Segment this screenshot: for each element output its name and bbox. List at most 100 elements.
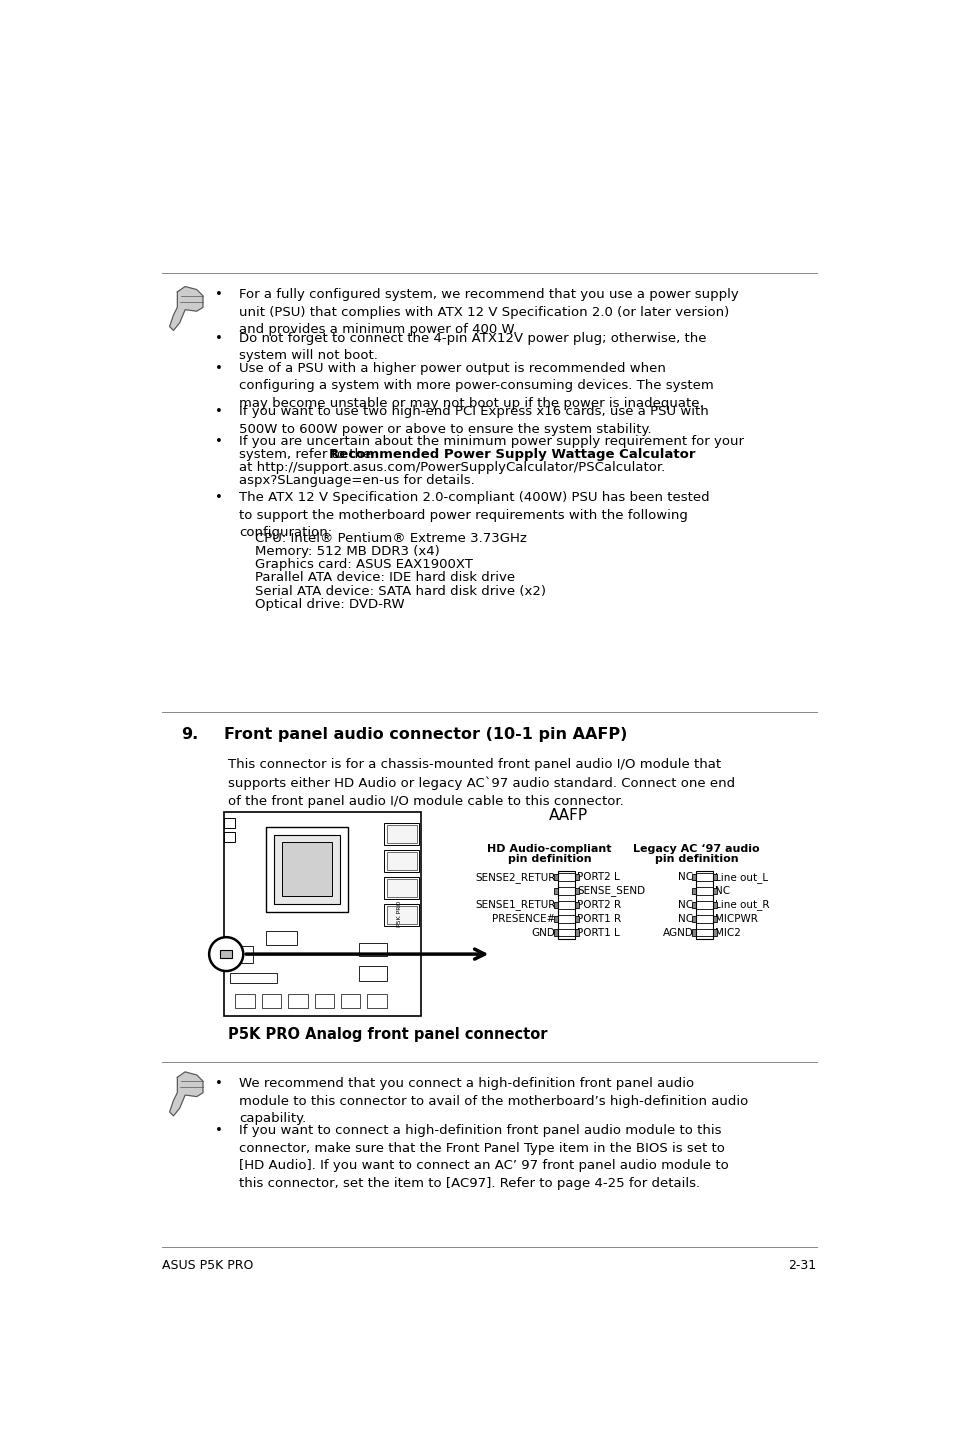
Bar	[575, 887, 578, 894]
Text: •: •	[214, 332, 222, 345]
Text: If you are uncertain about the minimum power supply requirement for your: If you are uncertain about the minimum p…	[239, 436, 743, 449]
Bar	[384, 850, 418, 871]
Bar	[575, 929, 578, 936]
Bar	[691, 929, 695, 936]
Text: P5K PRO: P5K PRO	[396, 900, 402, 926]
Text: SENSE1_RETUR: SENSE1_RETUR	[475, 899, 555, 910]
Text: •: •	[214, 1125, 222, 1137]
Bar	[691, 887, 695, 894]
Text: •: •	[214, 406, 222, 418]
Polygon shape	[170, 1071, 203, 1116]
Text: PORT1 R: PORT1 R	[577, 913, 620, 923]
Text: Parallel ATA device: IDE hard disk drive: Parallel ATA device: IDE hard disk drive	[254, 571, 515, 584]
Text: PORT2 L: PORT2 L	[577, 871, 619, 881]
Text: PORT1 L: PORT1 L	[577, 928, 619, 938]
Bar	[224, 811, 421, 1015]
Bar	[230, 974, 276, 982]
Bar	[359, 966, 386, 981]
Bar	[554, 929, 558, 936]
Text: Graphics card: ASUS EAX1900XT: Graphics card: ASUS EAX1900XT	[254, 558, 473, 571]
Bar	[266, 827, 348, 912]
Text: For a fully configured system, we recommend that you use a power supply
unit (PS: For a fully configured system, we recomm…	[239, 288, 739, 336]
Bar	[384, 905, 418, 926]
Bar	[261, 994, 281, 1008]
Text: 2-31: 2-31	[788, 1260, 816, 1273]
Bar	[691, 916, 695, 922]
Text: P5K PRO Analog front panel connector: P5K PRO Analog front panel connector	[228, 1027, 547, 1043]
Text: •: •	[214, 1077, 222, 1090]
Bar	[691, 902, 695, 907]
Text: Front panel audio connector (10-1 pin AAFP): Front panel audio connector (10-1 pin AA…	[224, 728, 626, 742]
Bar	[575, 874, 578, 880]
Bar	[558, 929, 575, 936]
Bar	[695, 915, 712, 923]
Text: If you want to connect a high-definition front panel audio module to this
connec: If you want to connect a high-definition…	[239, 1125, 728, 1189]
Bar	[554, 902, 558, 907]
Text: at http://support.asus.com/PowerSupplyCalculator/PSCalculator.: at http://support.asus.com/PowerSupplyCa…	[239, 462, 665, 475]
Text: •: •	[214, 288, 222, 301]
Text: PRESENCE#: PRESENCE#	[492, 913, 555, 923]
Text: NC: NC	[715, 886, 730, 896]
Bar	[558, 887, 575, 894]
Text: CPU: Intel® Pentium® Extreme 3.73GHz: CPU: Intel® Pentium® Extreme 3.73GHz	[254, 532, 526, 545]
Bar	[712, 902, 716, 907]
Text: HD Audio-compliant: HD Audio-compliant	[487, 844, 611, 854]
Bar	[712, 887, 716, 894]
Bar	[367, 994, 386, 1008]
Text: Line out_R: Line out_R	[715, 899, 769, 910]
Text: Memory: 512 MB DDR3 (x4): Memory: 512 MB DDR3 (x4)	[254, 545, 439, 558]
Text: system, refer to the: system, refer to the	[239, 449, 375, 462]
Bar	[230, 946, 253, 963]
Text: AAFP: AAFP	[549, 808, 588, 823]
Bar	[712, 916, 716, 922]
Text: This connector is for a chassis-mounted front panel audio I/O module that
suppor: This connector is for a chassis-mounted …	[228, 758, 734, 808]
Text: 9.: 9.	[181, 728, 198, 742]
Bar	[288, 994, 307, 1008]
Text: SENSE2_RETUR: SENSE2_RETUR	[475, 871, 555, 883]
Text: NC: NC	[678, 900, 693, 910]
Text: Optical drive: DVD-RW: Optical drive: DVD-RW	[254, 598, 404, 611]
Bar	[695, 902, 712, 909]
Polygon shape	[170, 286, 203, 331]
Bar	[282, 843, 332, 896]
Bar	[386, 879, 416, 897]
Bar	[274, 835, 340, 905]
Bar	[224, 818, 235, 828]
Bar	[359, 942, 386, 956]
Text: Serial ATA device: SATA hard disk drive (x2): Serial ATA device: SATA hard disk drive …	[254, 584, 545, 598]
Bar	[558, 915, 575, 923]
Text: ASUS P5K PRO: ASUS P5K PRO	[162, 1260, 253, 1273]
Circle shape	[209, 938, 243, 971]
Bar	[554, 887, 558, 894]
Text: Legacy AC ‘97 audio: Legacy AC ‘97 audio	[633, 844, 760, 854]
Text: aspx?SLanguage=en-us for details.: aspx?SLanguage=en-us for details.	[239, 475, 475, 487]
Bar	[220, 951, 233, 958]
Text: Line out_L: Line out_L	[715, 871, 767, 883]
Text: The ATX 12 V Specification 2.0-compliant (400W) PSU has been tested
to support t: The ATX 12 V Specification 2.0-compliant…	[239, 492, 709, 539]
Bar	[314, 994, 334, 1008]
Bar	[554, 916, 558, 922]
Bar	[384, 877, 418, 899]
Text: MICPWR: MICPWR	[715, 913, 758, 923]
Text: pin definition: pin definition	[654, 854, 738, 864]
Text: NC: NC	[678, 871, 693, 881]
Bar	[235, 994, 254, 1008]
Text: Do not forget to connect the 4-pin ATX12V power plug; otherwise, the
system will: Do not forget to connect the 4-pin ATX12…	[239, 332, 706, 362]
Bar	[695, 871, 712, 939]
Bar	[575, 902, 578, 907]
Text: •: •	[214, 492, 222, 505]
Bar	[695, 887, 712, 894]
Bar	[558, 871, 575, 939]
Text: Use of a PSU with a higher power output is recommended when
configuring a system: Use of a PSU with a higher power output …	[239, 362, 714, 410]
Text: PORT2 R: PORT2 R	[577, 900, 620, 910]
Bar	[554, 874, 558, 880]
Text: SENSE_SEND: SENSE_SEND	[577, 886, 645, 896]
Text: NC: NC	[678, 913, 693, 923]
Bar	[558, 873, 575, 881]
Bar	[386, 851, 416, 870]
Bar	[695, 873, 712, 881]
Bar	[558, 902, 575, 909]
Bar	[340, 994, 360, 1008]
Text: We recommend that you connect a high-definition front panel audio
module to this: We recommend that you connect a high-def…	[239, 1077, 748, 1126]
Bar	[266, 930, 297, 945]
